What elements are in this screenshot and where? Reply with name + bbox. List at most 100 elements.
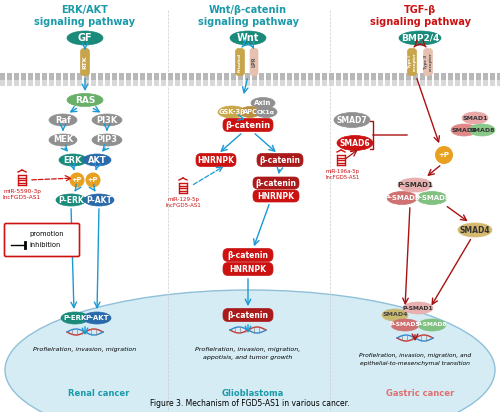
FancyBboxPatch shape	[223, 262, 273, 276]
Bar	[266, 73, 271, 80]
FancyBboxPatch shape	[250, 49, 258, 75]
Ellipse shape	[49, 134, 77, 146]
Bar	[133, 73, 138, 80]
Bar	[308, 80, 313, 86]
Bar	[14, 80, 19, 86]
Ellipse shape	[83, 154, 111, 166]
Bar	[399, 80, 404, 86]
Bar	[455, 73, 460, 80]
Bar	[371, 80, 376, 86]
Text: promotion: promotion	[29, 231, 64, 237]
Text: Glioblastoma: Glioblastoma	[222, 389, 284, 398]
Text: P-ERK: P-ERK	[58, 196, 84, 204]
Ellipse shape	[49, 114, 77, 126]
Text: PIP3: PIP3	[96, 136, 117, 145]
Bar	[294, 80, 299, 86]
Text: lncFGD5-AS1: lncFGD5-AS1	[326, 175, 360, 180]
Ellipse shape	[5, 290, 495, 412]
Text: lncFGD5-AS1: lncFGD5-AS1	[3, 195, 41, 200]
Bar	[21, 73, 26, 80]
Bar	[441, 80, 446, 86]
Bar	[231, 80, 236, 86]
Bar	[392, 73, 397, 80]
Text: miR-5590-3p: miR-5590-3p	[3, 189, 41, 194]
Text: appotisis, and tumor growth: appotisis, and tumor growth	[204, 354, 292, 360]
Bar	[168, 73, 173, 80]
Text: BMP2/4: BMP2/4	[401, 33, 439, 42]
Text: SMAD7: SMAD7	[336, 115, 368, 124]
Bar	[378, 73, 383, 80]
Bar	[77, 80, 82, 86]
Ellipse shape	[251, 98, 275, 108]
Bar	[238, 73, 243, 80]
Bar	[280, 80, 285, 86]
Bar	[259, 73, 264, 80]
Ellipse shape	[334, 112, 370, 127]
Bar	[210, 80, 215, 86]
Bar	[420, 80, 425, 86]
Bar	[406, 80, 411, 86]
Bar	[77, 73, 82, 80]
Text: +P: +P	[88, 177, 98, 183]
Ellipse shape	[59, 154, 87, 166]
Text: +P: +P	[438, 152, 450, 158]
Text: SMAD6: SMAD6	[340, 138, 370, 147]
Bar	[196, 73, 201, 80]
Text: APC: APC	[242, 109, 258, 115]
Bar	[70, 73, 75, 80]
Bar	[126, 73, 131, 80]
Text: Figure 3. Mechanism of FGD5-AS1 in various cancer.: Figure 3. Mechanism of FGD5-AS1 in vario…	[150, 399, 350, 408]
Bar	[49, 73, 54, 80]
Bar	[49, 80, 54, 86]
Text: RAS: RAS	[75, 96, 95, 105]
Text: epithelial-to-mesenchymal transition: epithelial-to-mesenchymal transition	[360, 361, 470, 367]
Bar	[0, 73, 5, 80]
FancyBboxPatch shape	[4, 223, 80, 257]
Bar	[126, 80, 131, 86]
Text: Type II
receptor: Type II receptor	[424, 53, 432, 71]
Ellipse shape	[84, 194, 114, 206]
Text: HNRNPK: HNRNPK	[198, 155, 234, 164]
Bar	[322, 73, 327, 80]
Bar	[161, 80, 166, 86]
Bar	[203, 80, 208, 86]
Ellipse shape	[92, 114, 122, 126]
Bar	[462, 73, 467, 80]
Bar	[336, 73, 341, 80]
Bar	[245, 80, 250, 86]
Bar	[420, 73, 425, 80]
Text: RTK: RTK	[82, 55, 87, 69]
Bar	[252, 80, 257, 86]
Bar	[385, 73, 390, 80]
Text: GSK-3β: GSK-3β	[218, 109, 246, 115]
Text: Profielration, invasion, migration,: Profielration, invasion, migration,	[196, 346, 300, 351]
Bar	[378, 80, 383, 86]
Bar	[406, 73, 411, 80]
Bar	[469, 73, 474, 80]
Text: miR-129-5p: miR-129-5p	[167, 197, 199, 202]
FancyBboxPatch shape	[408, 49, 416, 75]
Bar	[112, 73, 117, 80]
FancyBboxPatch shape	[223, 309, 273, 321]
Bar	[119, 80, 124, 86]
Text: MEK: MEK	[53, 136, 73, 145]
Bar	[413, 73, 418, 80]
Bar	[343, 73, 348, 80]
Bar	[476, 73, 481, 80]
Bar	[175, 80, 180, 86]
Bar	[182, 80, 187, 86]
Bar	[147, 73, 152, 80]
Bar	[217, 73, 222, 80]
Bar	[476, 80, 481, 86]
Text: β-catenin: β-catenin	[228, 250, 268, 260]
Bar	[28, 80, 33, 86]
Ellipse shape	[451, 124, 477, 136]
Bar	[42, 80, 47, 86]
Bar	[490, 73, 495, 80]
Text: Renal cancer: Renal cancer	[68, 389, 130, 398]
Text: Type I
receptor: Type I receptor	[408, 53, 416, 71]
Bar	[364, 73, 369, 80]
Text: AKT: AKT	[88, 155, 106, 164]
Bar	[70, 80, 75, 86]
Bar	[105, 80, 110, 86]
